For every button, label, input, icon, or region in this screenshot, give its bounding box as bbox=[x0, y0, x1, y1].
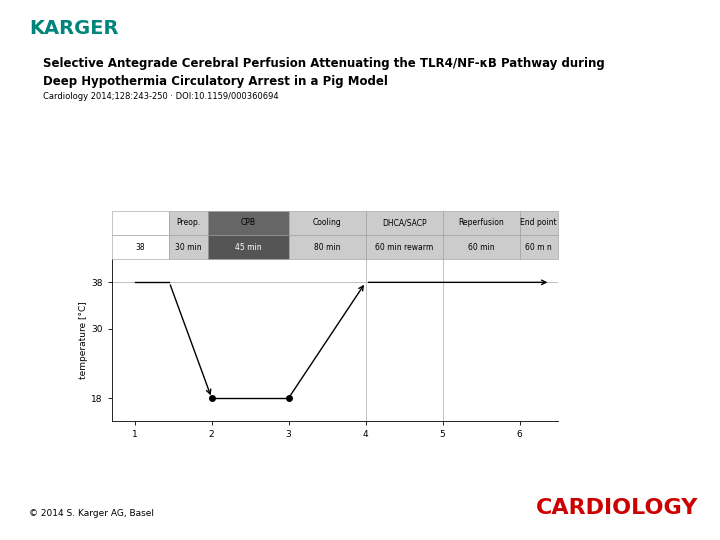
Text: 30 min: 30 min bbox=[175, 242, 202, 252]
Bar bbox=[520, 211, 558, 235]
Text: CPB: CPB bbox=[240, 218, 256, 227]
Bar bbox=[443, 211, 520, 235]
Text: 80 min: 80 min bbox=[314, 242, 341, 252]
Text: Cooling: Cooling bbox=[312, 218, 341, 227]
Text: Deep Hypothermia Circulatory Arrest in a Pig Model: Deep Hypothermia Circulatory Arrest in a… bbox=[43, 75, 388, 87]
Text: CARDIOLOGY: CARDIOLOGY bbox=[536, 498, 698, 518]
Bar bbox=[169, 211, 208, 235]
Text: End point: End point bbox=[521, 218, 557, 227]
Bar bbox=[208, 211, 289, 235]
Text: 60 m n: 60 m n bbox=[526, 242, 552, 252]
Text: © 2014 S. Karger AG, Basel: © 2014 S. Karger AG, Basel bbox=[29, 509, 154, 518]
Bar bbox=[208, 235, 289, 259]
Bar bbox=[366, 211, 443, 235]
Y-axis label: temperature [°C]: temperature [°C] bbox=[79, 301, 89, 379]
Bar bbox=[169, 235, 208, 259]
Text: Cardiology 2014;128:243-250 · DOI:10.1159/000360694: Cardiology 2014;128:243-250 · DOI:10.115… bbox=[43, 92, 279, 101]
Bar bbox=[112, 235, 169, 259]
Text: DHCA/SACP: DHCA/SACP bbox=[382, 218, 426, 227]
Bar bbox=[443, 235, 520, 259]
Text: KARGER: KARGER bbox=[29, 19, 118, 38]
Text: 45 min: 45 min bbox=[235, 242, 261, 252]
Bar bbox=[112, 211, 169, 235]
Text: 38: 38 bbox=[135, 242, 145, 252]
Text: Preop.: Preop. bbox=[176, 218, 201, 227]
Text: Selective Antegrade Cerebral Perfusion Attenuating the TLR4/NF-κB Pathway during: Selective Antegrade Cerebral Perfusion A… bbox=[43, 57, 605, 70]
Text: Reperfusion: Reperfusion bbox=[458, 218, 504, 227]
Text: 60 min: 60 min bbox=[468, 242, 495, 252]
Bar bbox=[289, 235, 366, 259]
Bar bbox=[289, 211, 366, 235]
Bar bbox=[520, 235, 558, 259]
Text: 60 min rewarm: 60 min rewarm bbox=[375, 242, 433, 252]
Bar bbox=[366, 235, 443, 259]
